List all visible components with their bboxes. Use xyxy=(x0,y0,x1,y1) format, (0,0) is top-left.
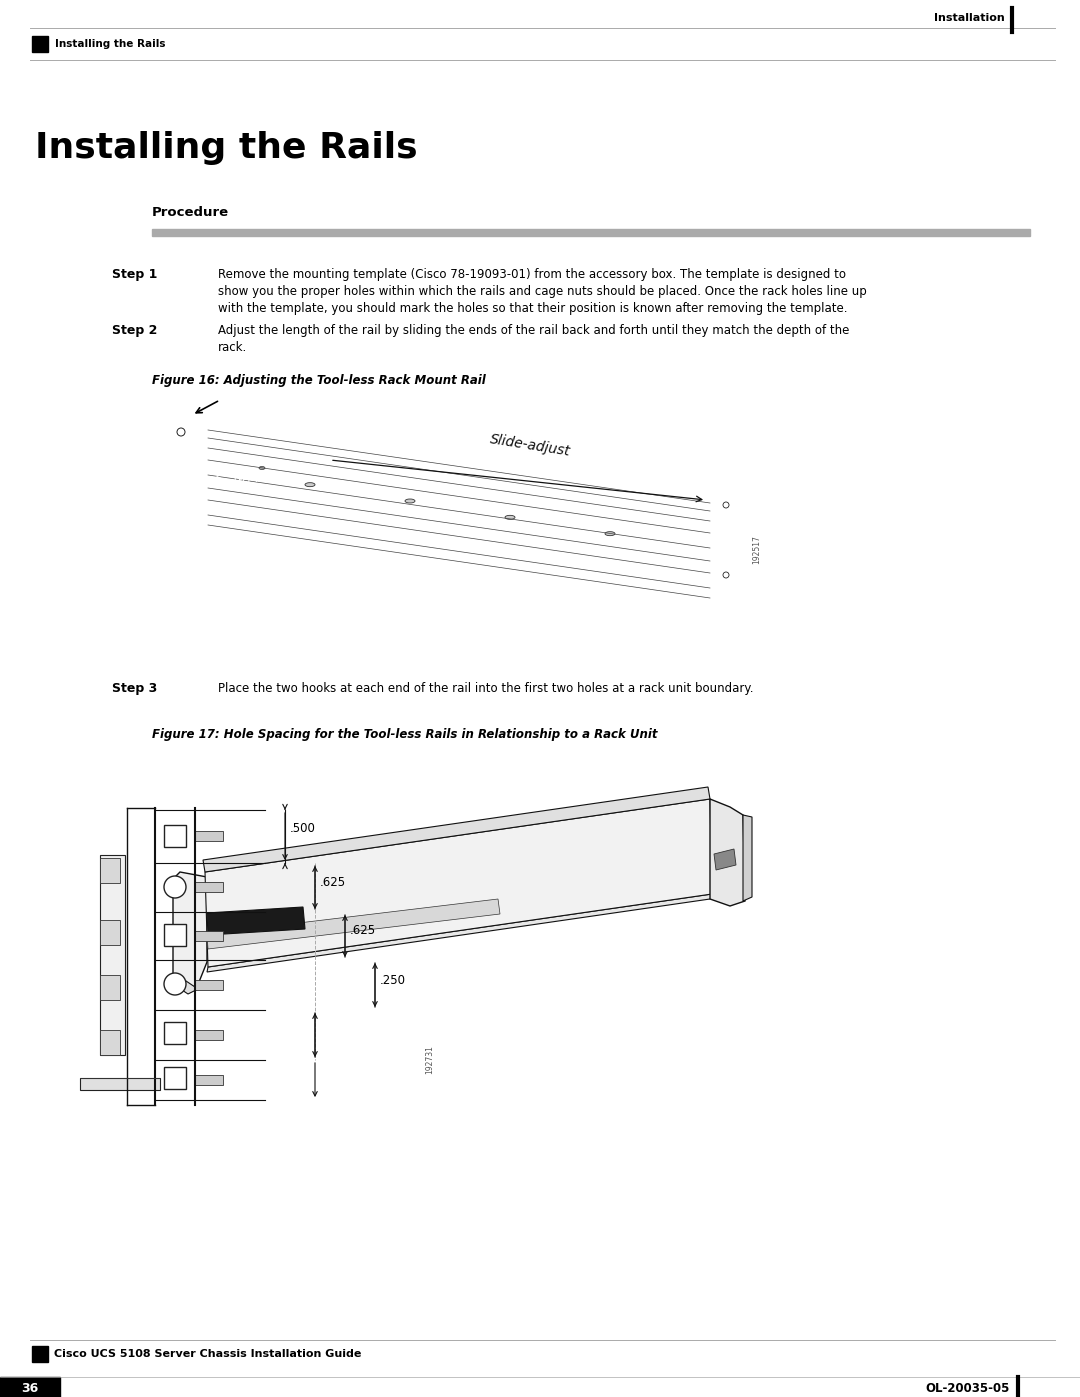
Bar xyxy=(100,975,120,1000)
Bar xyxy=(100,858,120,883)
Bar xyxy=(100,921,120,944)
Text: Step 1: Step 1 xyxy=(112,268,158,281)
Text: Slide-adjust: Slide-adjust xyxy=(489,432,571,458)
Text: 36: 36 xyxy=(22,1382,39,1394)
Text: Remove the mounting template (Cisco 78-19093-01) from the accessory box. The tem: Remove the mounting template (Cisco 78-1… xyxy=(218,268,846,281)
Circle shape xyxy=(164,876,186,898)
Polygon shape xyxy=(710,799,745,907)
Text: Adjust the length of the rail by sliding the ends of the rail back and forth unt: Adjust the length of the rail by sliding… xyxy=(218,324,849,337)
Ellipse shape xyxy=(305,482,315,486)
Bar xyxy=(195,981,222,990)
Text: Installing the Rails: Installing the Rails xyxy=(35,131,418,165)
Bar xyxy=(164,826,186,847)
Polygon shape xyxy=(205,799,712,967)
Polygon shape xyxy=(173,872,207,988)
Bar xyxy=(195,1076,222,1085)
Bar xyxy=(152,229,1030,236)
Text: .625: .625 xyxy=(350,925,376,937)
Bar xyxy=(195,831,222,841)
Text: rack.: rack. xyxy=(218,341,247,353)
Bar xyxy=(164,1067,186,1090)
Text: Step 2: Step 2 xyxy=(112,324,158,337)
Bar xyxy=(164,923,186,946)
Text: Figure 16: Adjusting the Tool-less Rack Mount Rail: Figure 16: Adjusting the Tool-less Rack … xyxy=(152,374,486,387)
Bar xyxy=(100,1030,120,1055)
Text: 192731: 192731 xyxy=(426,1045,434,1074)
Text: Step 3: Step 3 xyxy=(112,682,158,694)
Bar xyxy=(195,882,222,893)
Polygon shape xyxy=(207,907,305,935)
Text: Procedure: Procedure xyxy=(152,207,229,219)
Circle shape xyxy=(177,427,185,436)
Ellipse shape xyxy=(505,515,515,520)
Bar xyxy=(195,930,222,942)
Bar xyxy=(0,1377,60,1397)
Text: .625: .625 xyxy=(320,876,346,888)
Text: LEFT FRONT: LEFT FRONT xyxy=(233,476,276,483)
Text: Figure 17: Hole Spacing for the Tool-less Rails in Relationship to a Rack Unit: Figure 17: Hole Spacing for the Tool-les… xyxy=(152,728,658,740)
Bar xyxy=(100,855,125,1055)
Polygon shape xyxy=(173,979,198,995)
Bar xyxy=(32,36,48,52)
Ellipse shape xyxy=(405,499,415,503)
Circle shape xyxy=(164,972,186,995)
Circle shape xyxy=(723,502,729,509)
Circle shape xyxy=(723,571,729,578)
Ellipse shape xyxy=(605,532,615,535)
Polygon shape xyxy=(207,894,712,972)
Text: Cisco UCS 5108 Server Chassis Installation Guide: Cisco UCS 5108 Server Chassis Installati… xyxy=(54,1350,362,1359)
Polygon shape xyxy=(743,814,752,901)
Text: 192517: 192517 xyxy=(753,535,761,564)
Polygon shape xyxy=(203,787,710,872)
Text: Place the two hooks at each end of the rail into the first two holes at a rack u: Place the two hooks at each end of the r… xyxy=(218,682,754,694)
Text: OL-20035-05: OL-20035-05 xyxy=(926,1382,1010,1394)
Bar xyxy=(80,1078,160,1090)
Bar xyxy=(32,1345,48,1362)
Polygon shape xyxy=(714,849,735,870)
Text: show you the proper holes within which the rails and cage nuts should be placed.: show you the proper holes within which t… xyxy=(218,285,867,298)
Polygon shape xyxy=(207,900,500,949)
Text: .250: .250 xyxy=(380,974,406,986)
Text: Installing the Rails: Installing the Rails xyxy=(55,39,165,49)
Bar xyxy=(195,1030,222,1039)
Ellipse shape xyxy=(259,467,265,469)
Text: with the template, you should mark the holes so that their position is known aft: with the template, you should mark the h… xyxy=(218,302,848,314)
Bar xyxy=(164,1023,186,1044)
Text: .500: .500 xyxy=(291,821,315,834)
Text: Installation: Installation xyxy=(934,13,1005,22)
